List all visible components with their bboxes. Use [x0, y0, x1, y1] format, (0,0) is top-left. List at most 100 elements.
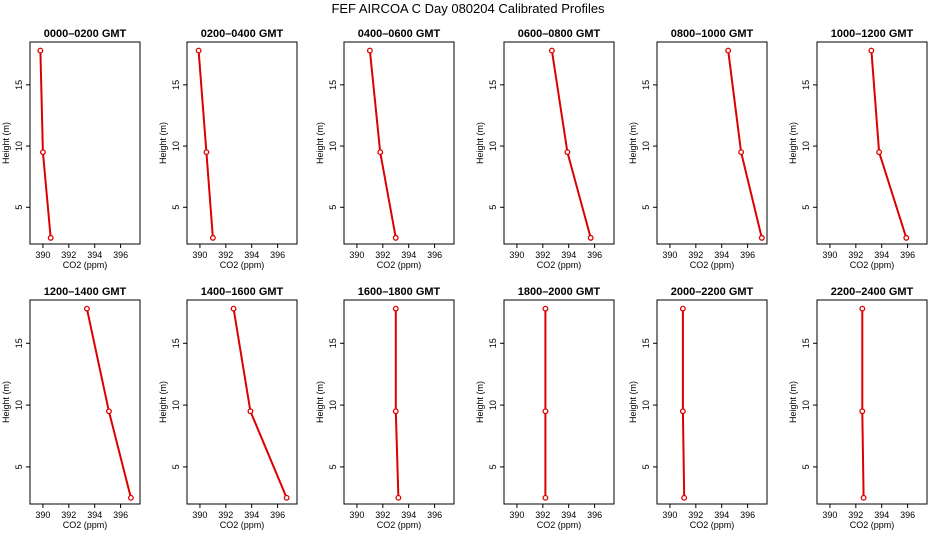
x-tick-label: 396 [113, 510, 128, 520]
y-axis-label: Height (m) [1, 381, 11, 423]
data-point [127, 494, 134, 501]
y-tick-label: 5 [801, 464, 811, 469]
profile-line [197, 50, 214, 238]
plot-frame [503, 299, 615, 505]
x-axis-label: CO2 (ppm) [850, 260, 895, 270]
plot-frame [29, 41, 141, 245]
plot-frame [816, 41, 928, 245]
data-point [195, 47, 202, 54]
y-tick-label: 15 [171, 80, 181, 90]
panel-title: 1800–2000 GMT [518, 286, 601, 298]
y-tick-label: 10 [488, 141, 498, 151]
x-tick-label: 390 [35, 510, 50, 520]
data-point [395, 494, 402, 501]
x-tick-label: 390 [192, 250, 207, 260]
y-tick-label: 15 [328, 80, 338, 90]
profile-line [85, 308, 132, 499]
data-point [39, 149, 46, 156]
y-tick-label: 10 [801, 400, 811, 410]
panel-title: 0800–1000 GMT [671, 28, 754, 40]
y-tick-label: 10 [171, 141, 181, 151]
x-axis-label: CO2 (ppm) [63, 260, 108, 270]
y-tick-label: 15 [641, 338, 651, 348]
x-tick-label: 390 [349, 250, 364, 260]
profile-line [39, 50, 52, 238]
profile-panel: 1200–1400 GMT 390 392 394 396 5 10 15 CO2 (ppm) H… [1, 286, 141, 530]
profile-line [394, 308, 400, 498]
profile-line [232, 308, 288, 499]
data-point [105, 408, 112, 415]
y-axis-label: Height (m) [315, 122, 325, 164]
x-tick-label: 394 [714, 510, 729, 520]
x-tick-label: 396 [427, 250, 442, 260]
profile-line [861, 308, 865, 498]
data-point [548, 47, 555, 54]
x-tick-label: 390 [662, 510, 677, 520]
data-point [377, 149, 384, 156]
x-tick-label: 392 [848, 250, 863, 260]
x-tick-label: 394 [244, 250, 259, 260]
panel-title: 0000–0200 GMT [44, 28, 127, 40]
data-point [758, 234, 765, 241]
y-tick-label: 5 [328, 205, 338, 210]
data-point [283, 494, 290, 501]
y-tick-label: 15 [328, 338, 338, 348]
x-tick-label: 394 [874, 250, 889, 260]
panel-title: 1200–1400 GMT [44, 286, 127, 298]
data-point [247, 408, 254, 415]
data-point [679, 305, 686, 312]
data-point [37, 47, 44, 54]
panel-title: 1600–1800 GMT [358, 286, 441, 298]
x-tick-label: 396 [113, 250, 128, 260]
y-tick-label: 15 [641, 80, 651, 90]
y-axis-label: Height (m) [315, 381, 325, 423]
x-tick-label: 392 [375, 250, 390, 260]
panel-title: 1000–1200 GMT [831, 28, 914, 40]
profile-line [727, 50, 763, 239]
y-axis-label: Height (m) [158, 122, 168, 164]
x-tick-label: 394 [714, 250, 729, 260]
x-tick-label: 390 [192, 510, 207, 520]
x-tick-label: 392 [848, 510, 863, 520]
data-point [542, 305, 549, 312]
x-tick-label: 396 [270, 510, 285, 520]
y-tick-label: 10 [641, 400, 651, 410]
data-point [366, 47, 373, 54]
x-tick-label: 396 [587, 250, 602, 260]
y-tick-label: 15 [488, 338, 498, 348]
x-axis-label: CO2 (ppm) [377, 520, 422, 530]
y-tick-label: 10 [328, 400, 338, 410]
profile-panel: 0600–0800 GMT 390 392 394 396 5 10 15 CO2 (ppm) H… [475, 28, 615, 270]
x-tick-label: 392 [218, 510, 233, 520]
data-point [860, 494, 867, 501]
x-tick-label: 390 [822, 510, 837, 520]
x-axis-label: CO2 (ppm) [220, 260, 265, 270]
x-axis-label: CO2 (ppm) [850, 520, 895, 530]
data-point [47, 234, 54, 241]
data-point [681, 494, 688, 501]
x-tick-label: 390 [349, 510, 364, 520]
data-point [679, 408, 686, 415]
data-point [738, 149, 745, 156]
x-tick-label: 392 [688, 250, 703, 260]
x-tick-label: 392 [535, 510, 550, 520]
data-point [392, 408, 399, 415]
x-tick-label: 394 [874, 510, 889, 520]
x-axis-label: CO2 (ppm) [377, 260, 422, 270]
x-axis-label: CO2 (ppm) [537, 260, 582, 270]
plot-frame [656, 299, 768, 505]
data-point [859, 408, 866, 415]
y-tick-label: 5 [171, 464, 181, 469]
y-tick-label: 15 [14, 80, 24, 90]
profile-line [870, 50, 908, 239]
data-point [725, 47, 732, 54]
plot-frame [186, 299, 298, 505]
x-tick-label: 396 [427, 510, 442, 520]
y-tick-label: 5 [14, 464, 24, 469]
x-tick-label: 394 [401, 510, 416, 520]
data-point [859, 305, 866, 312]
y-axis-label: Height (m) [475, 381, 485, 423]
data-point [564, 149, 571, 156]
y-tick-label: 10 [171, 400, 181, 410]
